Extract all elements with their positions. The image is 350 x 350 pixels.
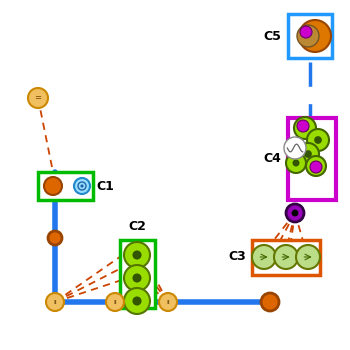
Circle shape	[306, 156, 326, 176]
Text: C2: C2	[128, 219, 146, 232]
Circle shape	[44, 177, 62, 195]
Text: C5: C5	[263, 29, 281, 42]
Circle shape	[294, 117, 316, 139]
Text: C1: C1	[96, 180, 114, 193]
Circle shape	[132, 296, 141, 306]
FancyBboxPatch shape	[288, 118, 336, 200]
Circle shape	[293, 160, 300, 167]
Circle shape	[80, 184, 84, 188]
Circle shape	[314, 136, 322, 144]
Circle shape	[261, 293, 279, 311]
Circle shape	[301, 124, 309, 132]
Text: =: =	[35, 93, 42, 103]
Circle shape	[124, 265, 150, 291]
Circle shape	[48, 231, 62, 245]
Text: II: II	[166, 300, 170, 304]
Circle shape	[313, 162, 320, 169]
Circle shape	[296, 245, 320, 269]
Circle shape	[297, 120, 309, 132]
Circle shape	[46, 293, 64, 311]
Circle shape	[307, 129, 329, 151]
Circle shape	[292, 210, 299, 216]
Circle shape	[132, 251, 141, 260]
Circle shape	[74, 178, 90, 194]
Circle shape	[124, 242, 150, 268]
Circle shape	[252, 245, 276, 269]
Text: C3: C3	[228, 251, 246, 264]
Circle shape	[286, 204, 304, 222]
Circle shape	[286, 153, 306, 173]
Text: II: II	[53, 300, 57, 304]
FancyBboxPatch shape	[38, 172, 93, 200]
Circle shape	[300, 26, 312, 38]
Circle shape	[28, 88, 48, 108]
FancyBboxPatch shape	[288, 14, 332, 58]
FancyBboxPatch shape	[120, 240, 155, 308]
Circle shape	[106, 293, 124, 311]
FancyBboxPatch shape	[252, 240, 320, 275]
Circle shape	[299, 20, 331, 52]
Text: II: II	[113, 300, 117, 304]
Circle shape	[297, 143, 319, 165]
Circle shape	[274, 245, 298, 269]
Circle shape	[124, 288, 150, 314]
Circle shape	[310, 161, 322, 173]
Circle shape	[132, 273, 141, 282]
Circle shape	[297, 25, 319, 47]
Circle shape	[284, 137, 306, 159]
Circle shape	[304, 150, 312, 158]
Circle shape	[159, 293, 177, 311]
Text: C4: C4	[263, 153, 281, 166]
